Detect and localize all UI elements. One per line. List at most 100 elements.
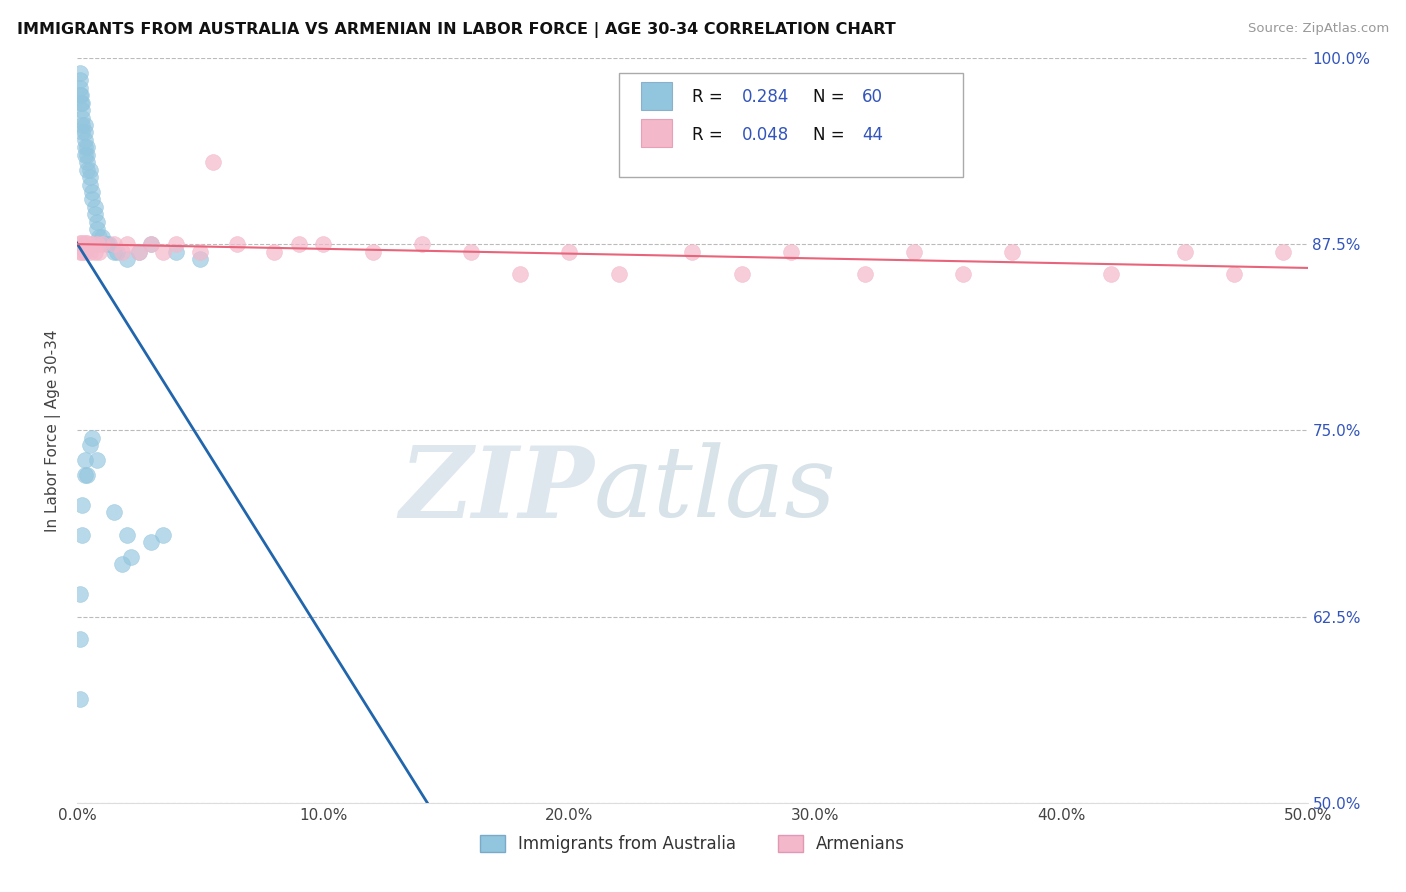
Point	[73, 235, 96, 250]
Text: N =: N =	[813, 126, 849, 144]
Point	[90, 237, 114, 252]
Point	[70, 103, 93, 117]
Text: N =: N =	[813, 88, 849, 106]
Point	[682, 244, 704, 259]
Point	[70, 498, 93, 512]
Point	[111, 558, 132, 572]
Point	[86, 237, 108, 252]
Point	[69, 66, 91, 80]
Point	[70, 527, 93, 541]
Point	[103, 244, 125, 259]
Point	[89, 244, 111, 259]
Point	[70, 118, 93, 132]
Point	[69, 73, 91, 87]
Point	[460, 244, 482, 259]
Point	[69, 235, 91, 250]
Point	[188, 252, 212, 266]
Point	[76, 155, 98, 169]
Point	[111, 244, 132, 259]
Text: atlas: atlas	[595, 442, 837, 538]
Point	[76, 162, 98, 177]
Point	[1223, 267, 1246, 281]
Text: 0.048: 0.048	[742, 126, 789, 144]
Point	[288, 237, 311, 252]
Point	[141, 237, 163, 252]
Point	[115, 252, 138, 266]
Point	[73, 125, 96, 139]
Point	[86, 215, 108, 229]
Point	[115, 237, 138, 252]
Point	[70, 235, 93, 250]
Point	[79, 438, 101, 452]
Point	[82, 431, 104, 445]
Point	[86, 453, 108, 467]
Point	[70, 111, 93, 125]
Point	[70, 125, 93, 139]
Point	[1099, 267, 1122, 281]
Point	[165, 244, 187, 259]
Point	[152, 527, 174, 541]
Point	[73, 118, 96, 132]
Text: R =: R =	[693, 88, 728, 106]
Point	[607, 267, 630, 281]
FancyBboxPatch shape	[641, 82, 672, 110]
Point	[76, 140, 98, 154]
Point	[90, 229, 114, 244]
Point	[96, 237, 118, 252]
Text: 60: 60	[862, 88, 883, 106]
Point	[165, 237, 187, 252]
Point	[76, 148, 98, 162]
Point	[1272, 244, 1295, 259]
Point	[82, 185, 104, 199]
Point	[69, 244, 91, 259]
Point	[73, 468, 96, 483]
Point	[73, 133, 96, 147]
Point	[411, 237, 433, 252]
Point	[83, 200, 105, 214]
Text: 44: 44	[862, 126, 883, 144]
Point	[86, 222, 108, 236]
Point	[70, 244, 93, 259]
Point	[73, 453, 96, 467]
Point	[141, 237, 163, 252]
Point	[853, 267, 876, 281]
Point	[780, 244, 803, 259]
Point	[69, 88, 91, 103]
Point	[121, 549, 143, 564]
Text: R =: R =	[693, 126, 728, 144]
Point	[361, 244, 384, 259]
Point	[79, 162, 101, 177]
FancyBboxPatch shape	[619, 73, 963, 178]
Point	[141, 535, 163, 549]
Text: ZIP: ZIP	[399, 442, 595, 538]
Point	[70, 95, 93, 110]
Point	[903, 244, 925, 259]
Point	[115, 527, 138, 541]
Point	[103, 505, 125, 519]
Point	[509, 267, 531, 281]
Text: Source: ZipAtlas.com: Source: ZipAtlas.com	[1249, 22, 1389, 36]
Point	[128, 244, 150, 259]
Point	[82, 237, 104, 252]
Point	[103, 237, 125, 252]
Point	[76, 235, 98, 250]
Point	[731, 267, 754, 281]
Point	[128, 244, 150, 259]
Point	[558, 244, 581, 259]
Point	[1001, 244, 1024, 259]
Point	[188, 244, 212, 259]
Point	[312, 237, 335, 252]
Point	[69, 632, 91, 646]
Point	[83, 207, 105, 221]
FancyBboxPatch shape	[641, 120, 672, 147]
Point	[70, 95, 93, 110]
Point	[98, 237, 121, 252]
Point	[76, 468, 98, 483]
Point	[201, 155, 224, 169]
Point	[73, 244, 96, 259]
Point	[83, 244, 105, 259]
Point	[79, 244, 101, 259]
Point	[70, 88, 93, 103]
Point	[79, 178, 101, 192]
Point	[105, 244, 128, 259]
